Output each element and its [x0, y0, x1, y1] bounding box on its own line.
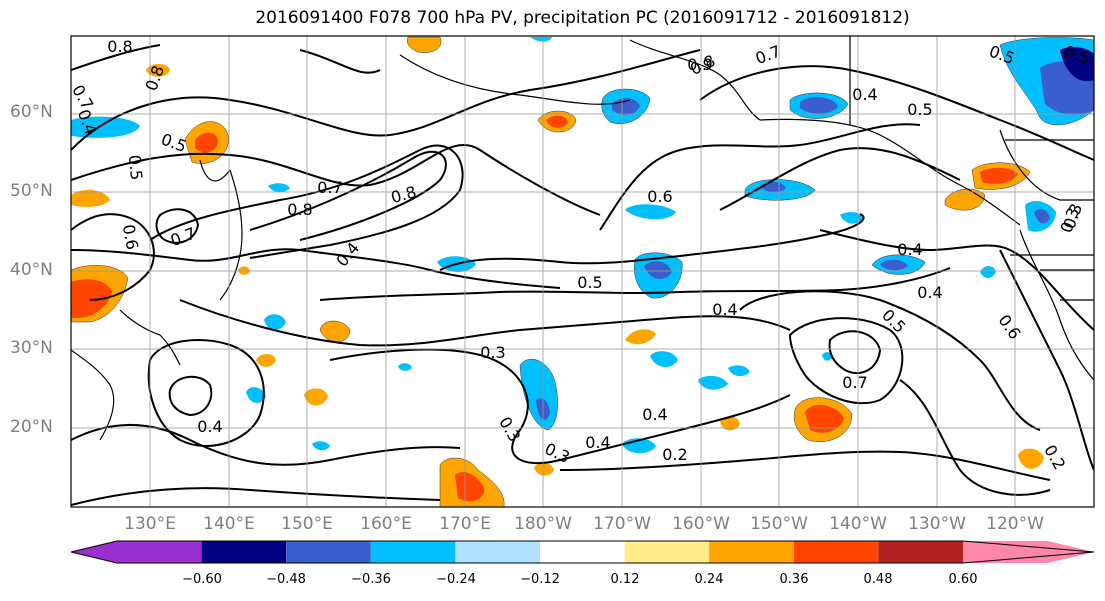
lon-label-170e: 170°E — [439, 514, 491, 534]
lon-label-140e: 140°E — [203, 514, 255, 534]
colorbar-segment — [71, 541, 202, 563]
lon-label-160w: 160°W — [672, 514, 730, 534]
contour-label: 0.7 — [317, 178, 342, 197]
colorbar-segment — [709, 541, 794, 563]
lon-label-160e: 160°E — [360, 514, 412, 534]
contour-label: 0.5 — [577, 273, 602, 292]
map-frame — [70, 35, 1095, 508]
colorbar-tick: 0.36 — [779, 572, 809, 587]
lat-label-50n: 50°N — [10, 181, 53, 201]
contour-label: 0.8 — [287, 200, 312, 219]
graticule — [71, 36, 1094, 507]
colorbar-segment — [370, 541, 456, 563]
contour-label: 0.5 — [907, 100, 932, 119]
contour-label: 0.4 — [197, 417, 222, 436]
lon-label-140w: 140°W — [829, 514, 887, 534]
contour-label: 0.8 — [107, 37, 132, 56]
contour-label: 0.2 — [662, 445, 687, 464]
colorbar-tick: −0.48 — [266, 572, 306, 587]
contour-label: 0.5 — [125, 154, 146, 181]
colorbar-tick: −0.12 — [520, 572, 560, 587]
colorbar-outline — [70, 540, 1095, 564]
colorbar-tick: −0.24 — [436, 572, 476, 587]
pv-contours — [71, 44, 1094, 506]
lon-label-130w: 130°W — [908, 514, 966, 534]
lat-label-20n: 20°N — [10, 417, 53, 437]
lat-label-30n: 30°N — [10, 338, 53, 358]
colorbar-tick: 0.48 — [863, 572, 893, 587]
lat-label-60n: 60°N — [10, 102, 53, 122]
contour-label: 0.4 — [642, 405, 667, 424]
colorbar-segment — [793, 541, 879, 563]
contour-label: 0.3 — [480, 343, 505, 362]
lat-label-40n: 40°N — [10, 260, 53, 280]
lon-label-120w: 120°W — [986, 514, 1044, 534]
contour-label: 0.4 — [897, 240, 922, 259]
colorbar-tick: 0.24 — [694, 572, 724, 587]
colorbar-tick: −0.36 — [351, 572, 391, 587]
colorbar-tick: −0.60 — [182, 572, 222, 587]
lon-label-130e: 130°E — [124, 514, 176, 534]
contour-label: 0.4 — [852, 85, 877, 104]
lon-label-170w: 170°W — [593, 514, 651, 534]
chart-title: 2016091400 F078 700 hPa PV, precipitatio… — [255, 8, 910, 28]
colorbar-tick: 0.60 — [948, 572, 978, 587]
coastlines — [71, 36, 1094, 441]
contour-label: 0.4 — [585, 433, 610, 452]
colorbar — [70, 540, 1095, 564]
contour-label: 0.4 — [917, 283, 942, 302]
colorbar-segment — [963, 541, 1094, 563]
colorbar-segment — [624, 541, 710, 563]
colorbar-segment — [201, 541, 287, 563]
lon-label-150w: 150°W — [750, 514, 808, 534]
colorbar-segment — [878, 541, 963, 563]
contour-label: 0.9 — [687, 55, 712, 74]
precipitation-shading — [71, 36, 1094, 507]
colorbar-segment — [455, 541, 540, 563]
lon-label-180w: 180°W — [514, 514, 572, 534]
colorbar-tick: 0.12 — [610, 572, 640, 587]
contour-label: 0.4 — [712, 300, 737, 319]
lon-label-150e: 150°E — [281, 514, 333, 534]
contour-label: 0.6 — [119, 223, 142, 251]
colorbar-segment — [286, 541, 371, 563]
contour-label: 0.7 — [842, 373, 867, 392]
colorbar-segment — [540, 541, 625, 563]
contour-label: 0.6 — [647, 187, 672, 206]
